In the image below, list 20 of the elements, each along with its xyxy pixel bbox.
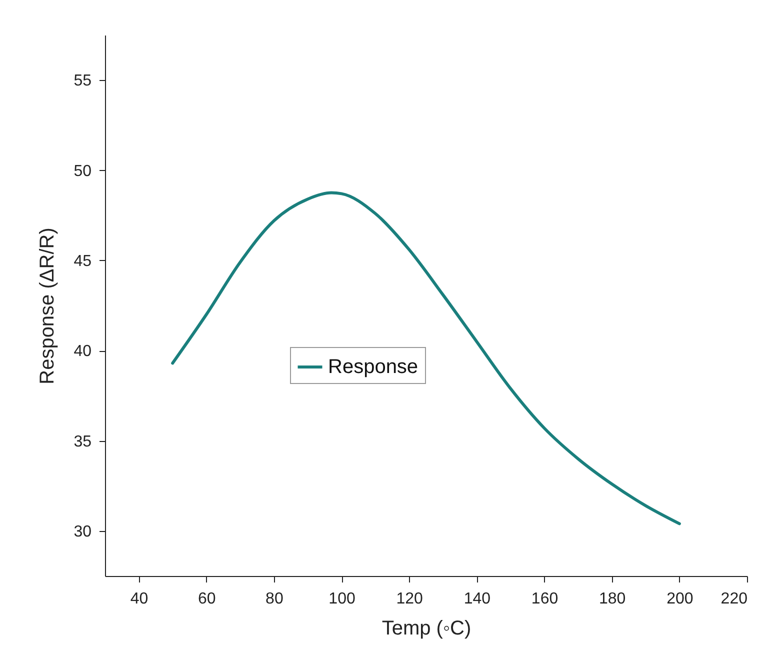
y-tick-label: 45 (74, 252, 92, 270)
x-tick-label: 100 (328, 590, 356, 608)
y-axis-title: Response (ΔR/R) (36, 228, 59, 384)
x-tick-label: 80 (266, 590, 284, 608)
y-tick-label: 30 (74, 523, 92, 540)
line-series (171, 191, 681, 526)
x-tick-label: 220 (720, 590, 748, 608)
y-tick-label: 50 (74, 162, 92, 180)
x-tick-label: 60 (198, 590, 216, 608)
x-tick-label: 200 (666, 590, 694, 608)
x-tick-label: 40 (130, 590, 148, 608)
x-tick-label: 180 (598, 590, 626, 608)
y-tick-label: 55 (74, 72, 92, 90)
y-tick-label: 35 (74, 433, 92, 450)
x-tick-label: 120 (396, 590, 424, 608)
x-tick-label: 140 (464, 590, 491, 608)
y-tick-label: 40 (74, 343, 92, 360)
legend-label: Response (328, 356, 418, 378)
x-axis-title: Temp (◦C) (382, 618, 472, 640)
x-tick-label: 160 (531, 590, 558, 608)
